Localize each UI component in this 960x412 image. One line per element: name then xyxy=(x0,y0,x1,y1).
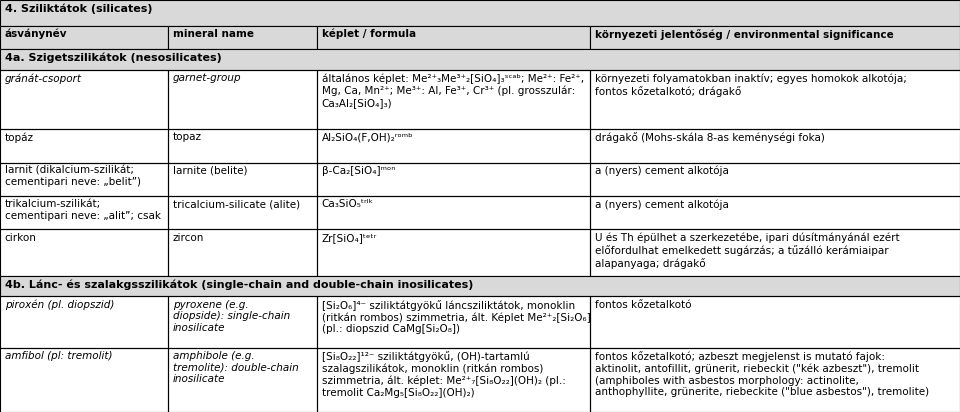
Text: a (nyers) cement alkotója: a (nyers) cement alkotója xyxy=(595,166,729,176)
FancyBboxPatch shape xyxy=(0,49,960,70)
FancyBboxPatch shape xyxy=(168,26,317,49)
Text: drágakő (Mohs-skála 8-as keménységi foka): drágakő (Mohs-skála 8-as keménységi foka… xyxy=(595,133,825,143)
FancyBboxPatch shape xyxy=(590,26,960,49)
Text: β-Ca₂[SiO₄]ᵐᵒⁿ: β-Ca₂[SiO₄]ᵐᵒⁿ xyxy=(322,166,395,176)
Text: környezeti jelentőség / environmental significance: környezeti jelentőség / environmental si… xyxy=(595,29,894,40)
Text: környezeti folyamatokban inaktív; egyes homokok alkotója;
fontos kőzetalkotó; dr: környezeti folyamatokban inaktív; egyes … xyxy=(595,73,907,96)
Text: pyroxene (e.g.
diopside): single-chain
inosilicate: pyroxene (e.g. diopside): single-chain i… xyxy=(173,300,290,333)
Text: fontos kőzetalkotó: fontos kőzetalkotó xyxy=(595,300,692,309)
Text: piroxén (pl. diopszid): piroxén (pl. diopszid) xyxy=(5,300,114,310)
Text: Ca₃SiO₅ᵗʳᴵᵏ: Ca₃SiO₅ᵗʳᴵᵏ xyxy=(322,199,373,209)
Text: garnet-group: garnet-group xyxy=(173,73,241,83)
Text: ásványnév: ásványnév xyxy=(5,29,67,39)
Text: trikalcium-szilikát;
cementipari neve: „alit”; csak: trikalcium-szilikát; cementipari neve: „… xyxy=(5,199,161,221)
FancyBboxPatch shape xyxy=(0,0,960,26)
Text: képlet / formula: képlet / formula xyxy=(322,29,416,39)
FancyBboxPatch shape xyxy=(0,276,960,296)
Text: mineral name: mineral name xyxy=(173,29,253,39)
Text: [Si₂O₆]⁴⁻ sziliktátgyökű láncsziliktátok, monoklin
(ritkán rombos) szimmetria, á: [Si₂O₆]⁴⁻ sziliktátgyökű láncsziliktátok… xyxy=(322,300,590,335)
Text: 4a. Szigetszilikátok (nesosilicates): 4a. Szigetszilikátok (nesosilicates) xyxy=(5,53,222,63)
Text: Zr[SiO₄]ᵗᵉᵗʳ: Zr[SiO₄]ᵗᵉᵗʳ xyxy=(322,233,377,243)
Text: [Si₈O₂₂]¹²⁻ sziliktátgyökű, (OH)-tartamlú
szalagszilikátok, monoklin (ritkán rom: [Si₈O₂₂]¹²⁻ sziliktátgyökű, (OH)-tartaml… xyxy=(322,351,565,398)
Text: cirkon: cirkon xyxy=(5,233,36,243)
FancyBboxPatch shape xyxy=(0,26,168,49)
Text: zircon: zircon xyxy=(173,233,204,243)
Text: larnit (dikalcium-szilikát;
cementipari neve: „belit”): larnit (dikalcium-szilikát; cementipari … xyxy=(5,166,141,187)
Text: Al₂SiO₄(F,OH)₂ʳᵒᵐᵇ: Al₂SiO₄(F,OH)₂ʳᵒᵐᵇ xyxy=(322,133,413,143)
Text: a (nyers) cement alkotója: a (nyers) cement alkotója xyxy=(595,199,729,210)
Text: amphibole (e.g.
tremolite): double-chain
inosilicate: amphibole (e.g. tremolite): double-chain… xyxy=(173,351,299,384)
Text: fontos kőzetalkotó; azbeszt megjelenst is mutató fajok:
aktinolit, antofillit, g: fontos kőzetalkotó; azbeszt megjelenst i… xyxy=(595,351,929,398)
Text: 4. Sziliktátok (silicates): 4. Sziliktátok (silicates) xyxy=(5,3,153,14)
Text: topáz: topáz xyxy=(5,133,34,143)
Text: larnite (belite): larnite (belite) xyxy=(173,166,248,176)
Text: 4b. Lánc- és szalakgsszilikátok (single-chain and double-chain inosilicates): 4b. Lánc- és szalakgsszilikátok (single-… xyxy=(5,279,473,290)
Text: gránát-csoport: gránát-csoport xyxy=(5,73,82,84)
FancyBboxPatch shape xyxy=(317,26,590,49)
Text: topaz: topaz xyxy=(173,133,202,143)
Text: tricalcium-silicate (alite): tricalcium-silicate (alite) xyxy=(173,199,300,209)
Text: amfibol (pl: tremolit): amfibol (pl: tremolit) xyxy=(5,351,112,361)
Text: U és Th épülhet a szerkezetébe, ipari dúsítmányánál ezért
előfordulhat emelkedet: U és Th épülhet a szerkezetébe, ipari dú… xyxy=(595,233,900,269)
Text: általános képlet: Me²⁺₃Me³⁺₂[SiO₄]₃ˢᶜᵃᵇ; Me²⁺: Fe²⁺,
Mg, Ca, Mn²⁺; Me³⁺: Al, Fe³: általános képlet: Me²⁺₃Me³⁺₂[SiO₄]₃ˢᶜᵃᵇ;… xyxy=(322,73,584,108)
